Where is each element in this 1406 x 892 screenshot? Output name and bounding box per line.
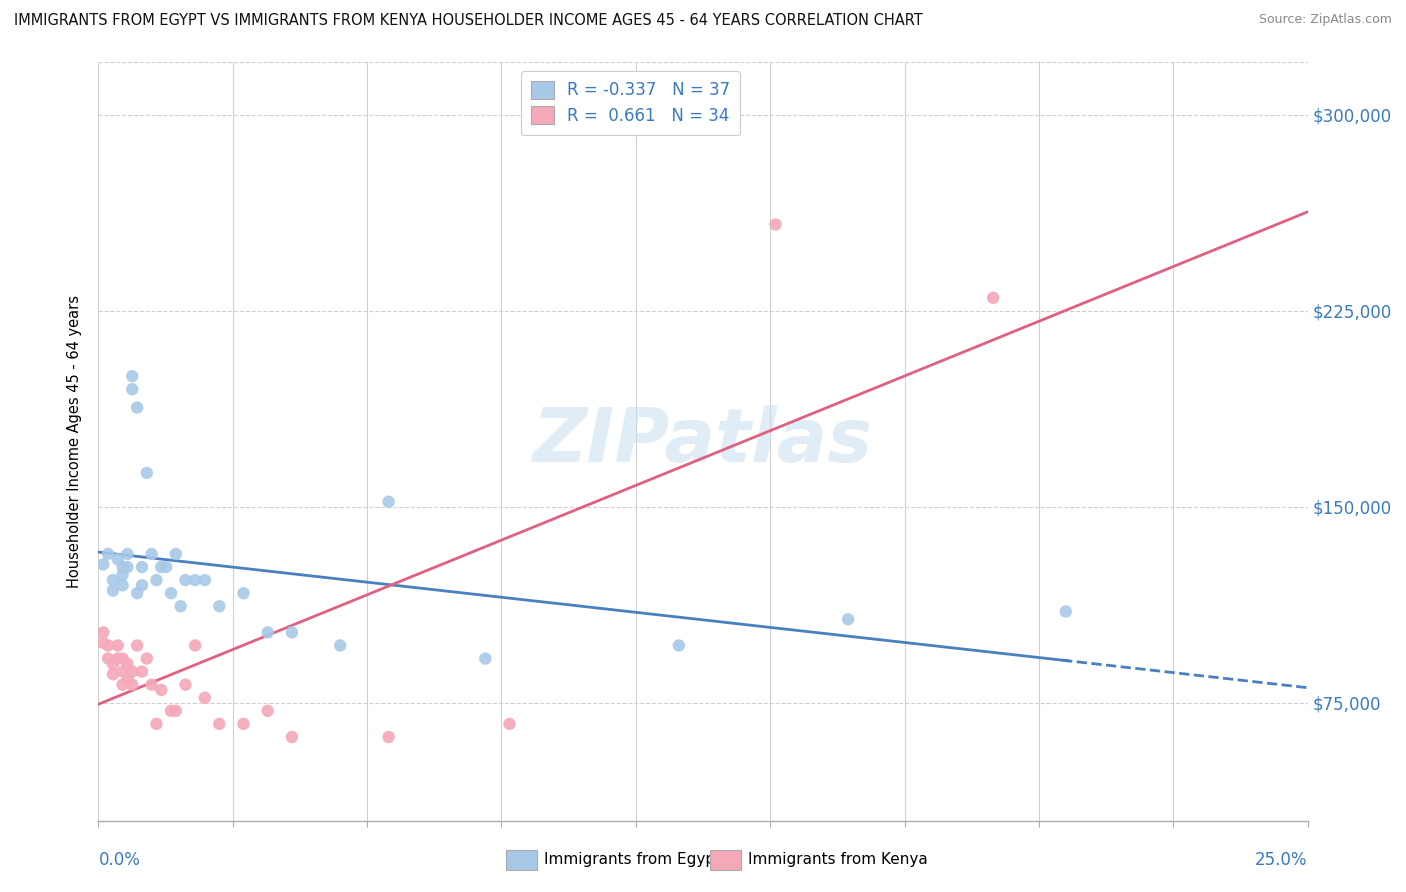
Point (1054, 605, 1077, 619)
Point (150, 682, 173, 697)
Point (145, 573, 167, 587)
Point (208, 717, 231, 731)
Point (121, 678, 143, 692)
Point (232, 586, 254, 600)
Point (150, 560, 173, 574)
Point (111, 560, 134, 574)
Point (111, 578, 134, 592)
Point (131, 578, 153, 592)
Point (131, 665, 153, 679)
Point (127, 401, 149, 415)
Point (111, 678, 134, 692)
Point (155, 560, 177, 574)
Point (165, 547, 187, 561)
Text: IMMIGRANTS FROM EGYPT VS IMMIGRANTS FROM KENYA HOUSEHOLDER INCOME AGES 45 - 64 Y: IMMIGRANTS FROM EGYPT VS IMMIGRANTS FROM… (14, 13, 922, 29)
Point (281, 625, 304, 640)
Point (107, 639, 129, 653)
Text: Immigrants from Egypt: Immigrants from Egypt (544, 853, 721, 867)
Point (121, 665, 143, 679)
Point (377, 494, 399, 508)
Point (111, 651, 134, 665)
Point (377, 730, 399, 744)
Point (97, 651, 120, 665)
Point (668, 639, 690, 653)
Point (184, 639, 207, 653)
Point (101, 657, 124, 671)
Point (981, 291, 1004, 305)
Point (208, 599, 231, 614)
Text: 25.0%: 25.0% (1256, 851, 1308, 869)
Point (837, 612, 859, 626)
Point (111, 567, 134, 582)
Point (765, 218, 787, 232)
Point (117, 657, 139, 671)
Text: ZIPatlas: ZIPatlas (533, 405, 873, 478)
Point (474, 651, 496, 665)
Point (174, 678, 197, 692)
Point (141, 678, 163, 692)
Point (101, 667, 124, 681)
Point (107, 651, 129, 665)
Point (160, 586, 183, 600)
Text: Immigrants from Kenya: Immigrants from Kenya (748, 853, 928, 867)
Point (117, 560, 139, 574)
Point (194, 690, 217, 705)
Point (256, 625, 278, 640)
Point (145, 717, 167, 731)
Point (101, 573, 124, 587)
Legend: R = -0.337   N = 37, R =  0.661   N = 34: R = -0.337 N = 37, R = 0.661 N = 34 (520, 70, 741, 135)
Point (91, 625, 114, 640)
Point (174, 573, 197, 587)
Point (256, 704, 278, 718)
Point (91, 558, 114, 572)
Point (97, 547, 120, 561)
Point (91, 636, 114, 650)
Point (232, 717, 254, 731)
Point (329, 639, 352, 653)
Point (107, 552, 129, 566)
Text: Source: ZipAtlas.com: Source: ZipAtlas.com (1258, 13, 1392, 27)
Point (131, 560, 153, 574)
Point (121, 382, 143, 396)
Point (135, 651, 157, 665)
Point (160, 704, 183, 718)
Point (135, 466, 157, 480)
Point (117, 547, 139, 561)
Point (165, 704, 187, 718)
Point (121, 369, 143, 384)
Point (127, 639, 149, 653)
Point (194, 573, 217, 587)
Y-axis label: Householder Income Ages 45 - 64 years: Householder Income Ages 45 - 64 years (67, 295, 83, 588)
Point (184, 573, 207, 587)
Point (281, 730, 304, 744)
Point (101, 583, 124, 598)
Point (127, 586, 149, 600)
Point (141, 547, 163, 561)
Point (498, 717, 520, 731)
Point (97, 639, 120, 653)
Text: 0.0%: 0.0% (98, 851, 141, 869)
Point (169, 599, 191, 614)
Point (111, 665, 134, 679)
Point (117, 673, 139, 687)
